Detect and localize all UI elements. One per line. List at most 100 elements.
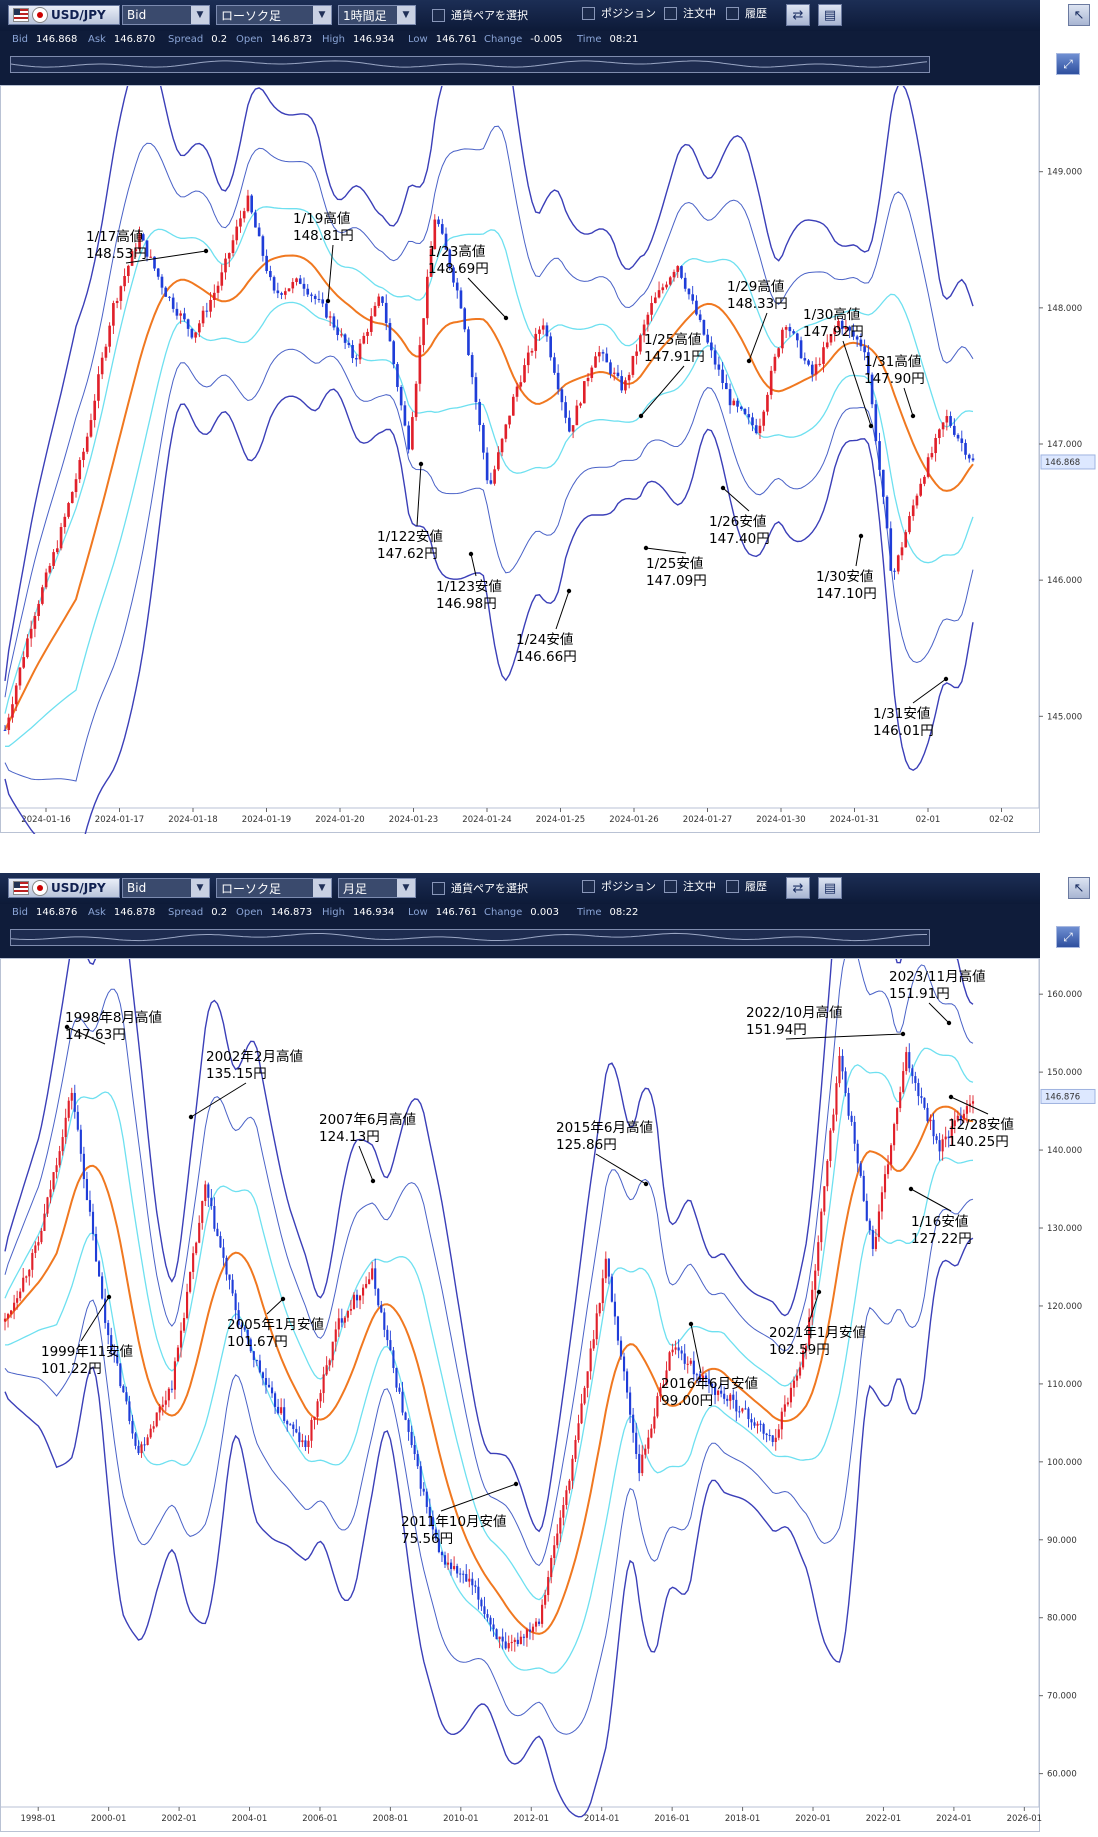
- candle-body: [43, 1213, 46, 1231]
- candle-body: [194, 332, 197, 338]
- price-type-select[interactable]: Bid ▼: [122, 5, 210, 25]
- candle: [173, 1357, 177, 1400]
- chart-type-select[interactable]: ローソク足 ▼: [216, 5, 332, 25]
- history-toggle[interactable]: 履歴: [726, 876, 776, 896]
- checkbox[interactable]: [582, 6, 595, 20]
- candle-body: [26, 638, 29, 658]
- currency-pair-selector[interactable]: USD/JPY: [8, 5, 120, 25]
- candle: [589, 1340, 592, 1380]
- candle: [164, 1390, 167, 1412]
- candle-body: [59, 527, 63, 549]
- candle-body: [352, 1294, 356, 1309]
- candle: [624, 377, 627, 394]
- candle-body: [629, 1392, 632, 1415]
- checkbox[interactable]: [664, 6, 677, 20]
- candle-body: [486, 1614, 489, 1618]
- candle-body: [547, 1577, 550, 1596]
- candle: [115, 297, 119, 309]
- navigator-scrollbar[interactable]: [10, 56, 930, 73]
- candle-body: [743, 408, 747, 415]
- candle-body: [298, 278, 302, 284]
- change-label: Change: [484, 907, 523, 918]
- candle: [647, 1429, 650, 1454]
- candle: [134, 1431, 137, 1450]
- settings-button[interactable]: ▤: [818, 877, 842, 899]
- pair-select-toggle[interactable]: 通貨ペアを選択: [432, 5, 562, 25]
- candle: [695, 1372, 698, 1384]
- chart-type-select[interactable]: ローソク足 ▼: [216, 878, 332, 898]
- candle: [938, 1132, 941, 1161]
- tool-button[interactable]: ⇄: [786, 877, 810, 899]
- expand-button[interactable]: ⤢: [1056, 926, 1080, 948]
- candle: [938, 428, 941, 445]
- candle-body: [137, 1445, 140, 1454]
- position-toggle[interactable]: ポジション: [582, 3, 664, 23]
- candle-body: [853, 1121, 856, 1144]
- y-tick-label: 150.000: [1047, 1068, 1082, 1078]
- candle: [736, 398, 739, 413]
- settings-button[interactable]: ▤: [818, 4, 842, 26]
- pair-select-toggle[interactable]: 通貨ペアを選択: [432, 878, 562, 898]
- collapse-button[interactable]: ↖: [1068, 877, 1090, 899]
- candle: [198, 1215, 201, 1244]
- annotation-arrowhead: [858, 533, 864, 539]
- timeframe-select[interactable]: 月足 ▼: [338, 878, 416, 898]
- checkbox[interactable]: [432, 881, 445, 895]
- candle: [46, 1196, 49, 1217]
- price-type-select[interactable]: Bid ▼: [122, 878, 210, 898]
- candle: [41, 584, 44, 606]
- candle: [725, 374, 728, 390]
- timeframe-select[interactable]: 1時間足 ▼: [338, 5, 416, 25]
- candle-body: [276, 290, 280, 294]
- expand-button[interactable]: ⤢: [1056, 53, 1080, 75]
- checkbox[interactable]: [726, 879, 739, 893]
- us-flag-icon: [13, 881, 29, 895]
- candle: [964, 439, 967, 460]
- candle: [332, 313, 336, 331]
- candle-body: [470, 355, 474, 378]
- candle-body: [125, 1392, 128, 1402]
- candle: [93, 394, 97, 428]
- candle: [164, 286, 168, 297]
- candle-body: [213, 1205, 216, 1229]
- ask-label: Ask: [88, 907, 106, 918]
- candle-body: [192, 1253, 195, 1272]
- candle-body: [88, 1200, 92, 1212]
- candle: [863, 339, 866, 361]
- checkbox[interactable]: [582, 879, 595, 893]
- annotation-arrowhead: [566, 588, 572, 594]
- candle: [449, 1559, 453, 1576]
- candle: [627, 372, 631, 389]
- position-toggle[interactable]: ポジション: [582, 876, 664, 896]
- orders-toggle[interactable]: 注文中: [664, 876, 726, 896]
- candle-body: [560, 389, 564, 403]
- candle: [729, 1392, 732, 1410]
- candle: [410, 1425, 413, 1448]
- candle: [334, 1321, 337, 1352]
- annotation-arrow: [190, 1082, 247, 1118]
- currency-pair-selector[interactable]: USD/JPY: [8, 878, 120, 898]
- history-toggle[interactable]: 履歴: [726, 3, 776, 23]
- checkbox[interactable]: [664, 879, 677, 893]
- candle: [896, 1106, 899, 1131]
- candle: [19, 1288, 22, 1302]
- annotation-arrow: [640, 365, 685, 417]
- candle: [687, 288, 691, 300]
- tool-button[interactable]: ⇄: [786, 4, 810, 26]
- candlestick-chart[interactable]: 149.000 148.000 147.000 146.000 145.000 2024-…: [1, 17, 1097, 874]
- orders-toggle[interactable]: 注文中: [664, 3, 726, 23]
- candle-body: [374, 1268, 377, 1289]
- chart-area[interactable]: 149.000 148.000 147.000 146.000 145.000 2024-…: [0, 17, 1096, 874]
- low-label: Low: [408, 907, 428, 918]
- candle-body: [280, 293, 283, 295]
- candlestick-chart[interactable]: 160.000 150.000 140.000 130.000 120.000 110.0…: [1, 813, 1097, 1833]
- checkbox[interactable]: [432, 8, 445, 22]
- candle: [783, 1395, 786, 1417]
- chart-area[interactable]: 160.000 150.000 140.000 130.000 120.000 110.0…: [0, 813, 1096, 1832]
- collapse-button[interactable]: ↖: [1068, 4, 1090, 26]
- candle: [795, 1369, 799, 1388]
- candle-body: [485, 452, 489, 481]
- checkbox[interactable]: [726, 6, 739, 20]
- navigator-scrollbar[interactable]: [10, 929, 930, 946]
